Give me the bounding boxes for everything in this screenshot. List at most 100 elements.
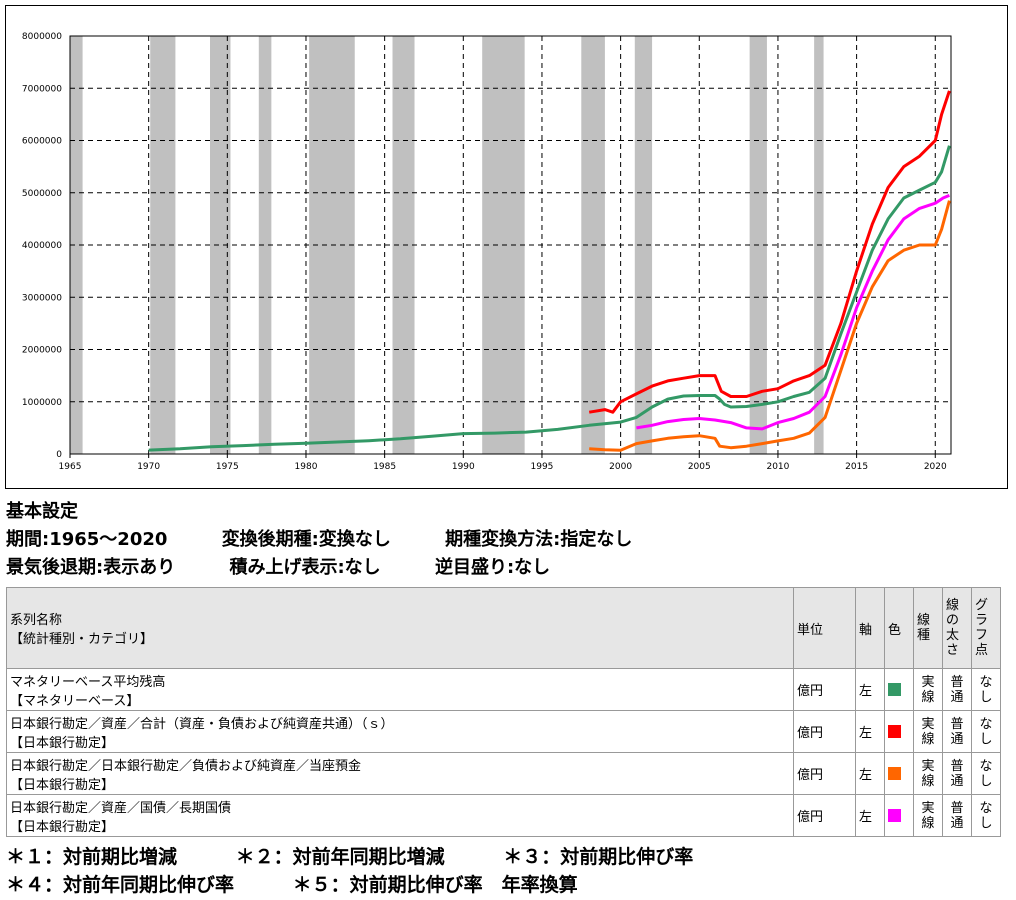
- series-category: 【日本銀行勘定】: [10, 819, 115, 835]
- table-row: 日本銀行勘定／日本銀行勘定／負債および純資産／当座預金 【日本銀行勘定】 億円左実線…: [6, 752, 1001, 795]
- unit-cell: 億円: [793, 794, 856, 837]
- x-tick-label: 1970: [137, 462, 160, 472]
- series-category: 【日本銀行勘定】: [10, 777, 115, 793]
- series-line-3: [589, 200, 951, 452]
- period-setting: 期間:1965～2020: [6, 529, 168, 550]
- axis-cell: 左: [855, 794, 885, 837]
- table-body: マネタリーベース平均残高 【マネタリーベース】 億円左実線普通なし日本銀行勘定／資産…: [6, 668, 1001, 837]
- series-name-cell: 日本銀行勘定／資産／国債／長期国債 【日本銀行勘定】: [6, 794, 794, 837]
- series-name-cell: マネタリーベース平均残高 【マネタリーベース】: [6, 668, 794, 711]
- x-tick-label: 2015: [845, 462, 868, 472]
- y-tick-label: 5000000: [22, 189, 62, 199]
- series-name: 日本銀行勘定／資産／国債／長期国債: [10, 800, 232, 816]
- series-category: 【日本銀行勘定】: [10, 735, 115, 751]
- footnote-row-2: ＊４：対前年同期比伸び率 ＊５：対前期比伸び率 年率換算: [6, 871, 745, 899]
- settings-row-1: 期間:1965～2020 変換後期種:変換なし 期種変換方法:指定なし: [6, 526, 680, 554]
- color-swatch: [888, 767, 901, 780]
- series-category: 【マネタリーベース】: [10, 693, 140, 709]
- line-width-cell: 普通: [942, 710, 972, 753]
- y-tick-label: 0: [56, 450, 62, 460]
- header-category-label: 【統計種別・カテゴリ】: [10, 632, 154, 647]
- x-tick-label: 2020: [924, 462, 947, 472]
- y-tick-label: 8000000: [22, 32, 62, 42]
- series-table: 系列名称 【統計種別・カテゴリ】 単位 軸 色 線 種 線 の 太 さ グ ラ …: [6, 587, 1001, 837]
- series-line-4: [636, 194, 950, 431]
- series-name: 日本銀行勘定／日本銀行勘定／負債および純資産／当座預金: [10, 758, 362, 774]
- axis-cell: 左: [855, 668, 885, 711]
- stacked-setting: 積み上げ表示:なし: [229, 557, 381, 578]
- axis-cell: 左: [855, 752, 885, 795]
- graph-points-cell: なし: [971, 668, 1001, 711]
- header-name-label: 系列名称: [10, 613, 63, 628]
- line-width-cell: 普通: [942, 794, 972, 837]
- converted-period-setting: 変換後期種:変換なし: [221, 529, 391, 550]
- unit-cell: 億円: [793, 710, 856, 753]
- y-tick-label: 3000000: [22, 293, 62, 303]
- y-tick-label: 1000000: [22, 398, 62, 408]
- table-header-row: 系列名称 【統計種別・カテゴリ】 単位 軸 色 線 種 線 の 太 さ グ ラ …: [6, 587, 1001, 669]
- settings-heading: 基本設定: [6, 501, 78, 522]
- x-tick-label: 2000: [609, 462, 632, 472]
- color-swatch: [888, 683, 901, 696]
- unit-cell: 億円: [793, 752, 856, 795]
- footnote-1: ＊１：対前期比増減: [6, 846, 178, 868]
- y-tick-label: 4000000: [22, 241, 62, 251]
- y-tick-label: 6000000: [22, 137, 62, 147]
- chart-panel: 0 1000000 2000000 3000000 4000000 5000000 6000…: [5, 5, 1008, 489]
- series-line-1: [148, 145, 951, 452]
- plot-frame: [69, 35, 952, 455]
- footnote-2: ＊２：対前年同期比増減: [235, 846, 445, 868]
- header-line-type: 線 種: [913, 587, 943, 669]
- unit-cell: 億円: [793, 668, 856, 711]
- line-width-cell: 普通: [942, 752, 972, 795]
- graph-points-cell: なし: [971, 752, 1001, 795]
- line-width-cell: 普通: [942, 668, 972, 711]
- table-row: 日本銀行勘定／資産／合計（資産・負債および純資産共通）（ｓ） 【日本銀行勘定】 億円…: [6, 710, 1001, 753]
- color-cell: [884, 794, 914, 837]
- line-type-cell: 実線: [913, 794, 943, 837]
- color-cell: [884, 752, 914, 795]
- table-row: マネタリーベース平均残高 【マネタリーベース】 億円左実線普通なし: [6, 668, 1001, 711]
- y-tick-label: 2000000: [22, 346, 62, 356]
- header-series-name: 系列名称 【統計種別・カテゴリ】: [6, 587, 794, 669]
- line-type-cell: 実線: [913, 752, 943, 795]
- x-tick-label: 2005: [688, 462, 711, 472]
- recession-setting: 景気後退期:表示あり: [6, 557, 176, 578]
- x-tick-label: 1975: [216, 462, 239, 472]
- color-cell: [884, 710, 914, 753]
- x-tick-label: 1980: [295, 462, 318, 472]
- graph-points-cell: なし: [971, 710, 1001, 753]
- header-graph-points: グ ラ フ 点: [971, 587, 1001, 669]
- series-line-2: [588, 90, 951, 414]
- header-line-width: 線 の 太 さ: [942, 587, 972, 669]
- header-unit: 単位: [793, 587, 856, 669]
- y-tick-label: 7000000: [22, 84, 62, 94]
- settings-row-2: 景気後退期:表示あり 積み上げ表示:なし 逆目盛り:なし: [6, 554, 680, 582]
- color-swatch: [888, 809, 901, 822]
- footnote-4: ＊４：対前年同期比伸び率: [6, 874, 235, 896]
- header-axis: 軸: [855, 587, 885, 669]
- header-color: 色: [884, 587, 914, 669]
- footnote-3: ＊３：対前期比伸び率: [503, 846, 694, 868]
- x-tick-label: 1990: [452, 462, 475, 472]
- x-tick-label: 1995: [531, 462, 554, 472]
- conversion-method-setting: 期種変換方法:指定なし: [445, 529, 633, 550]
- line-type-cell: 実線: [913, 668, 943, 711]
- table-row: 日本銀行勘定／資産／国債／長期国債 【日本銀行勘定】 億円左実線普通なし: [6, 794, 1001, 837]
- footnote-row-1: ＊１：対前期比増減 ＊２：対前年同期比増減 ＊３：対前期比伸び率: [6, 843, 745, 871]
- series-name-cell: 日本銀行勘定／資産／合計（資産・負債および純資産共通）（ｓ） 【日本銀行勘定】: [6, 710, 794, 753]
- color-cell: [884, 668, 914, 711]
- line-type-cell: 実線: [913, 710, 943, 753]
- axis-cell: 左: [855, 710, 885, 753]
- color-swatch: [888, 725, 901, 738]
- footnote-5: ＊５：対前期比伸び率 年率換算: [292, 874, 578, 896]
- series-name: 日本銀行勘定／資産／合計（資産・負債および純資産共通）（ｓ）: [10, 716, 394, 732]
- x-tick-label: 2010: [766, 462, 789, 472]
- series-name: マネタリーベース平均残高: [10, 674, 166, 690]
- x-tick-label: 1985: [373, 462, 396, 472]
- x-tick-label: 1965: [59, 462, 82, 472]
- footnotes: ＊１：対前期比増減 ＊２：対前年同期比増減 ＊３：対前期比伸び率 ＊４：対前年同…: [6, 843, 745, 899]
- line-chart: 0 1000000 2000000 3000000 4000000 5000000 6000…: [22, 32, 952, 472]
- series-name-cell: 日本銀行勘定／日本銀行勘定／負債および純資産／当座預金 【日本銀行勘定】: [6, 752, 794, 795]
- reverse-scale-setting: 逆目盛り:なし: [434, 557, 551, 578]
